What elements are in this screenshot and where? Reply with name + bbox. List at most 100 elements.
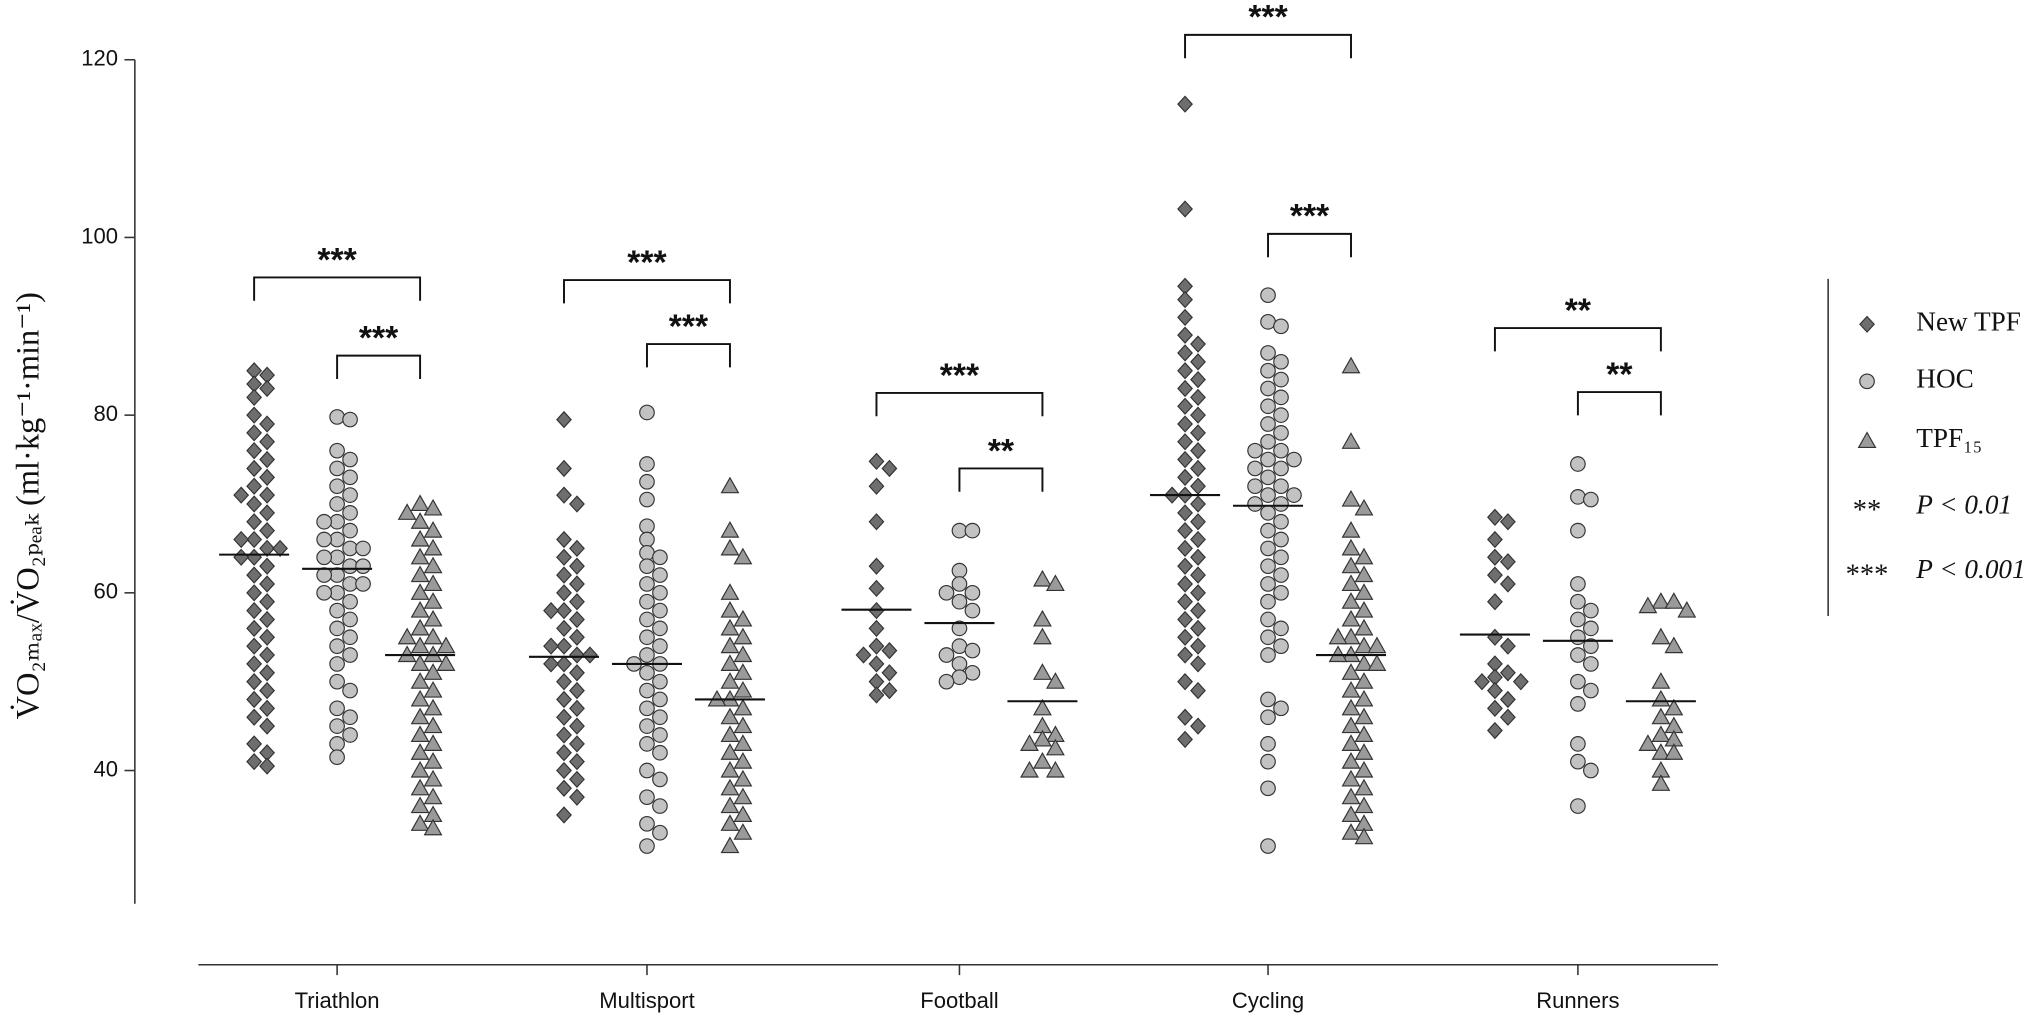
- data-point: [881, 681, 898, 700]
- data-point: [259, 539, 276, 558]
- data-point: [639, 473, 655, 490]
- data-point: [342, 505, 358, 521]
- data-point: [342, 558, 358, 575]
- data-point: [259, 717, 276, 735]
- data-point: [1260, 736, 1276, 752]
- data-point: [639, 629, 655, 646]
- data-point: [1570, 522, 1586, 539]
- data-point: [246, 673, 263, 691]
- data-point: [1273, 513, 1289, 530]
- data-point: [259, 628, 276, 646]
- data-point: [720, 636, 740, 654]
- data-point: [556, 601, 572, 620]
- data-point: [1177, 290, 1193, 309]
- data-point: [410, 583, 430, 600]
- data-point: [951, 620, 968, 637]
- data-point: [423, 592, 443, 609]
- data-point: [652, 691, 668, 708]
- data-point: [423, 787, 443, 805]
- data-point: [1354, 760, 1374, 778]
- data-point: [1177, 450, 1193, 469]
- data-point: [246, 637, 263, 655]
- data-point: [1570, 696, 1586, 712]
- data-point: [1260, 691, 1276, 708]
- data-point: [1583, 682, 1599, 699]
- data-point: [342, 647, 358, 663]
- data-point: [259, 504, 276, 522]
- data-point: [652, 824, 668, 841]
- data-point: [423, 698, 443, 716]
- data-point: [881, 459, 898, 478]
- data-point: [1177, 673, 1193, 691]
- data-point: [1512, 673, 1529, 691]
- data-point: [1190, 477, 1206, 495]
- data-point: [1354, 600, 1374, 618]
- data-point: [1499, 513, 1516, 531]
- data-point: [1190, 619, 1206, 638]
- data-point: [1677, 600, 1697, 618]
- data-point: [1354, 743, 1374, 760]
- data-point: [556, 548, 572, 566]
- data-point: [1487, 508, 1503, 526]
- data-point: [1499, 708, 1516, 726]
- data-point: [423, 498, 443, 516]
- data-point: [1341, 592, 1361, 609]
- data-point: [1260, 522, 1276, 539]
- data-point: [423, 609, 443, 627]
- data-point: [1177, 610, 1193, 629]
- data-point: [329, 513, 345, 530]
- data-point: [556, 779, 572, 797]
- data-point: [1260, 629, 1276, 646]
- data-point: [951, 522, 968, 539]
- data-point: [556, 566, 572, 584]
- data-point: [1499, 664, 1516, 682]
- data-point: [1260, 314, 1276, 330]
- data-point: [1499, 575, 1516, 593]
- data-point: [329, 602, 345, 619]
- data-point: [1664, 698, 1684, 716]
- data-point: [1341, 538, 1361, 556]
- data-point: [733, 609, 753, 627]
- data-point: [951, 669, 968, 686]
- y-tick-label: 60: [93, 579, 118, 604]
- data-point: [1273, 371, 1289, 388]
- significance-bracket: [336, 354, 422, 379]
- data-point: [556, 708, 572, 726]
- data-point: [1260, 345, 1276, 361]
- data-point: [1260, 451, 1276, 468]
- data-point: [1260, 362, 1276, 379]
- data-point: [720, 743, 740, 760]
- data-point: [1570, 736, 1586, 752]
- data-point: [259, 486, 276, 504]
- data-point: [1651, 707, 1671, 725]
- data-point: [410, 760, 430, 778]
- data-point: [951, 562, 968, 579]
- data-point: [1260, 487, 1276, 503]
- data-point: [342, 451, 358, 468]
- data-point: [964, 664, 981, 681]
- data-point: [1273, 442, 1289, 459]
- data-point: [1341, 609, 1361, 627]
- data-point: [1260, 611, 1276, 628]
- data-point: [543, 601, 559, 620]
- data-point: [938, 584, 955, 601]
- data-point: [1354, 725, 1374, 743]
- data-point: [1341, 805, 1361, 823]
- data-point: [868, 513, 885, 531]
- data-point: [569, 699, 585, 717]
- y-tick-label: 100: [81, 223, 118, 248]
- data-point: [556, 761, 572, 780]
- data-point: [1341, 489, 1361, 507]
- data-point: [720, 707, 740, 725]
- data-point: [720, 725, 740, 743]
- significance-label: **: [988, 432, 1015, 470]
- data-point: [720, 814, 740, 831]
- y-tick-label: 40: [93, 756, 118, 781]
- data-point: [1190, 566, 1206, 584]
- data-point: [1570, 673, 1586, 690]
- data-point: [246, 753, 263, 771]
- data-point: [569, 495, 585, 513]
- data-point: [1583, 620, 1599, 637]
- data-point: [423, 627, 443, 645]
- y-tick-label: 80: [93, 401, 118, 426]
